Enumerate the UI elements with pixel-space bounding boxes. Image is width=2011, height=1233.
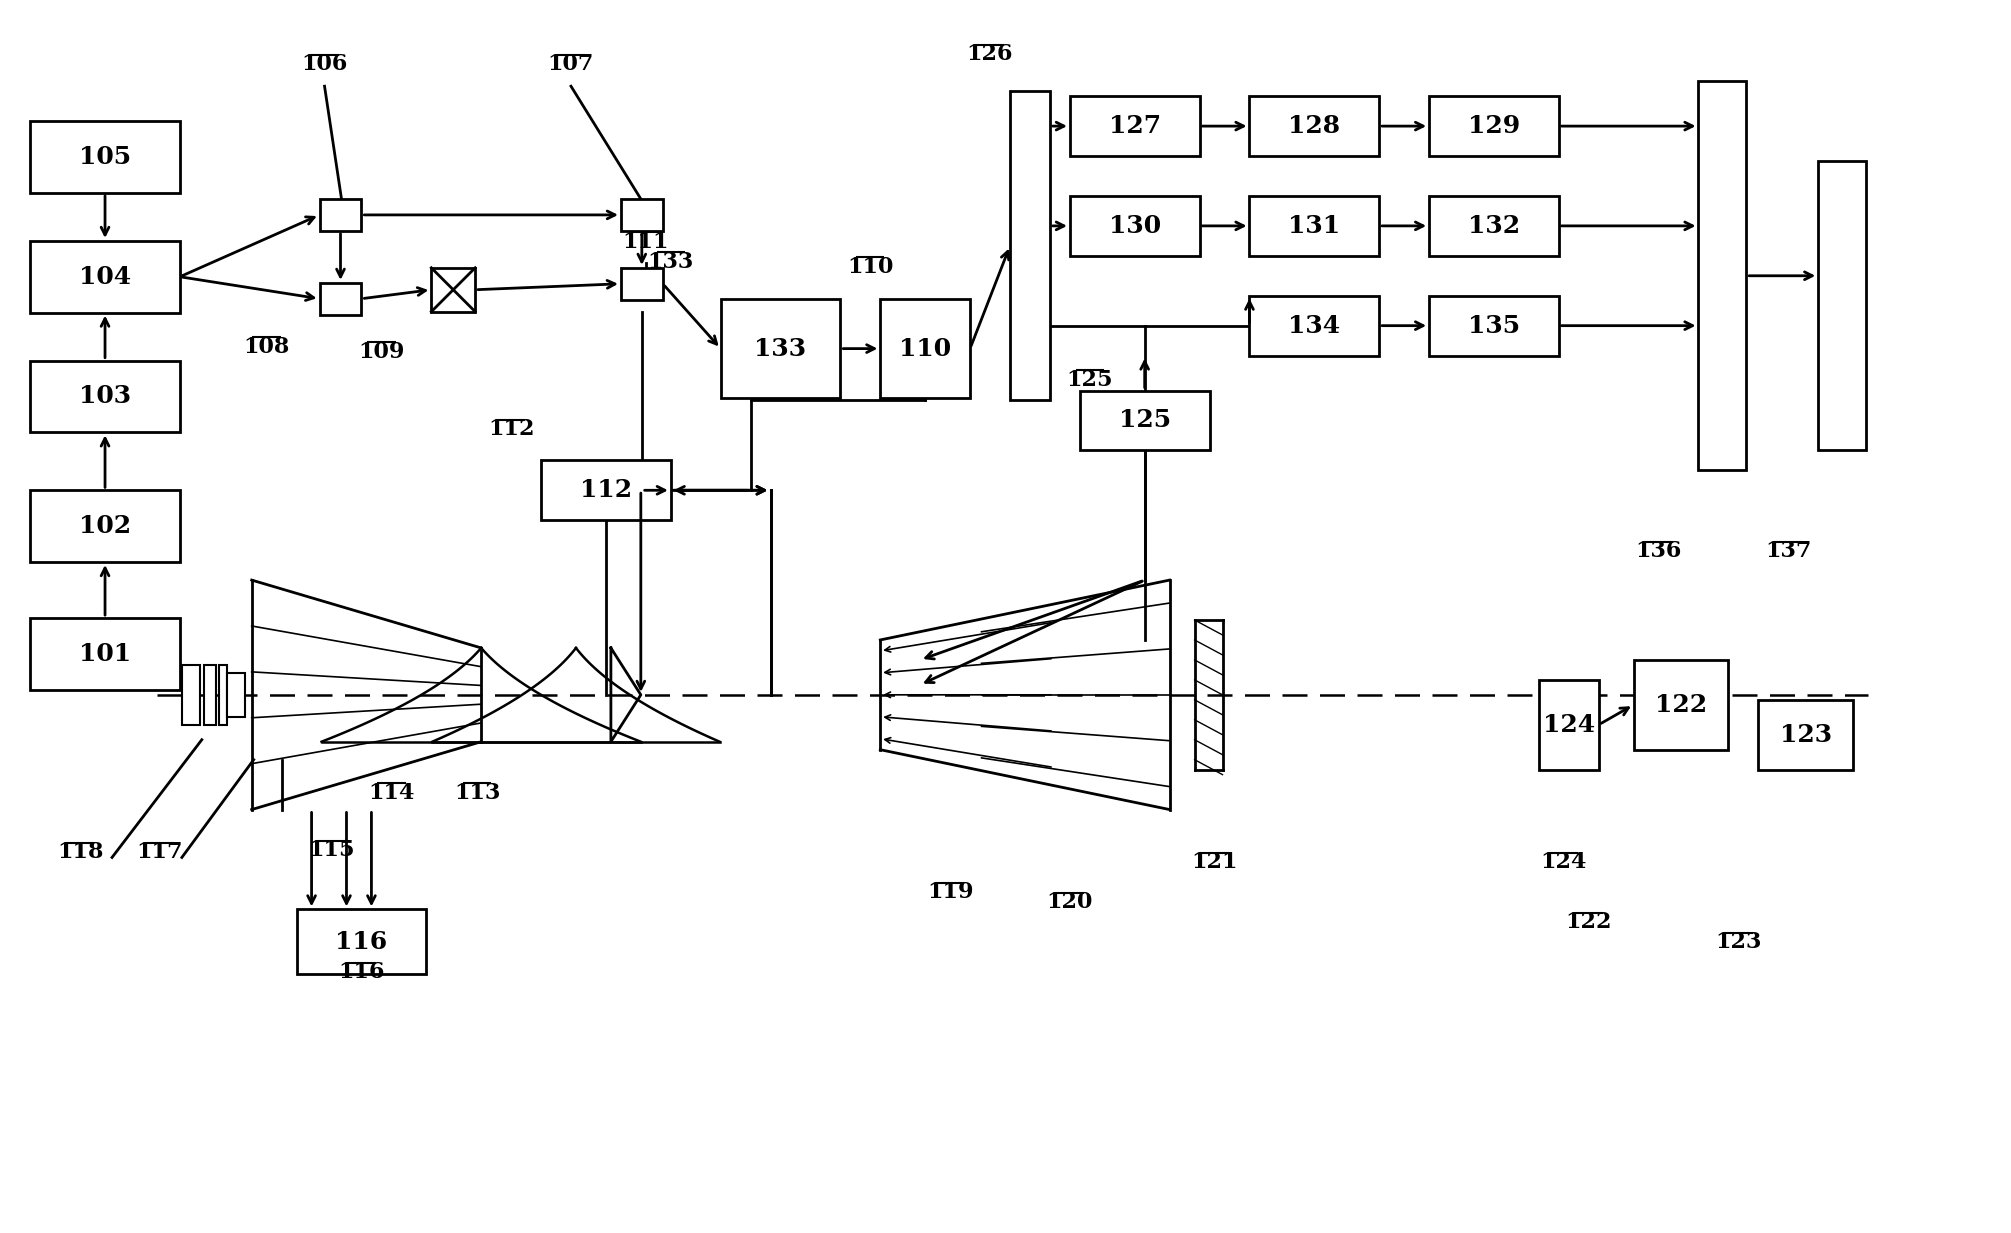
Text: 102: 102 [78,514,131,538]
Text: 121: 121 [1191,852,1239,873]
Bar [1249,196,1380,255]
Bar [320,199,362,231]
Bar [541,460,672,520]
Bar [219,665,227,725]
Text: 127: 127 [1108,115,1160,138]
Bar [1538,679,1599,769]
Bar [430,268,475,312]
Bar [1430,196,1559,255]
Text: 122: 122 [1565,911,1613,933]
Bar [1818,162,1866,450]
Bar [30,618,179,689]
Text: 131: 131 [1289,213,1341,238]
Bar [227,673,245,716]
Text: 112: 112 [579,478,631,502]
Text: 130: 130 [1108,213,1160,238]
Text: 109: 109 [358,340,404,363]
Bar [296,910,426,974]
Bar [1070,196,1201,255]
Text: 125: 125 [1066,369,1112,391]
Text: 123: 123 [1780,723,1832,747]
Bar [881,298,969,398]
Text: 124: 124 [1540,852,1587,873]
Text: 137: 137 [1766,540,1812,562]
Text: 122: 122 [1655,693,1707,716]
Bar [720,298,841,398]
Text: 126: 126 [967,43,1014,65]
Bar [320,282,362,314]
Text: 128: 128 [1289,115,1341,138]
Bar [1430,296,1559,355]
Text: 110: 110 [899,337,951,360]
Text: 134: 134 [1289,313,1341,338]
Bar [181,665,199,725]
Bar [1699,81,1746,470]
Bar [30,240,179,313]
Text: 110: 110 [847,255,893,277]
Bar [1070,96,1201,157]
Bar [30,491,179,562]
Bar [1633,660,1727,750]
Text: 104: 104 [78,265,131,289]
Text: 135: 135 [1468,313,1520,338]
Text: 116: 116 [336,930,388,954]
Bar [30,360,179,433]
Text: 132: 132 [1468,213,1520,238]
Text: 118: 118 [56,841,103,863]
Bar [1080,391,1209,450]
Text: 120: 120 [1046,891,1094,914]
Text: 105: 105 [78,145,131,169]
Bar [1010,91,1050,401]
Text: 115: 115 [308,840,354,862]
Bar [203,665,215,725]
Text: 112: 112 [489,418,535,440]
Bar [621,268,664,300]
Text: 133: 133 [648,250,694,272]
Bar [30,121,179,192]
Text: 125: 125 [1118,408,1170,433]
Bar [1249,296,1380,355]
Text: 133: 133 [754,337,806,360]
Bar [621,199,664,231]
Text: 124: 124 [1542,713,1595,737]
Text: 116: 116 [338,962,384,983]
Text: 114: 114 [368,782,414,804]
Text: 129: 129 [1468,115,1520,138]
Text: 108: 108 [243,335,290,358]
Text: 106: 106 [302,53,348,75]
Text: 119: 119 [927,882,973,904]
Text: 113: 113 [454,782,501,804]
Text: 101: 101 [78,642,131,666]
Text: 111: 111 [623,231,670,253]
Text: 107: 107 [547,53,593,75]
Text: 123: 123 [1715,931,1762,953]
Bar [1249,96,1380,157]
Text: 136: 136 [1635,540,1681,562]
Bar [1430,96,1559,157]
Text: 117: 117 [137,841,183,863]
Text: 103: 103 [78,385,131,408]
Bar [1758,700,1852,769]
